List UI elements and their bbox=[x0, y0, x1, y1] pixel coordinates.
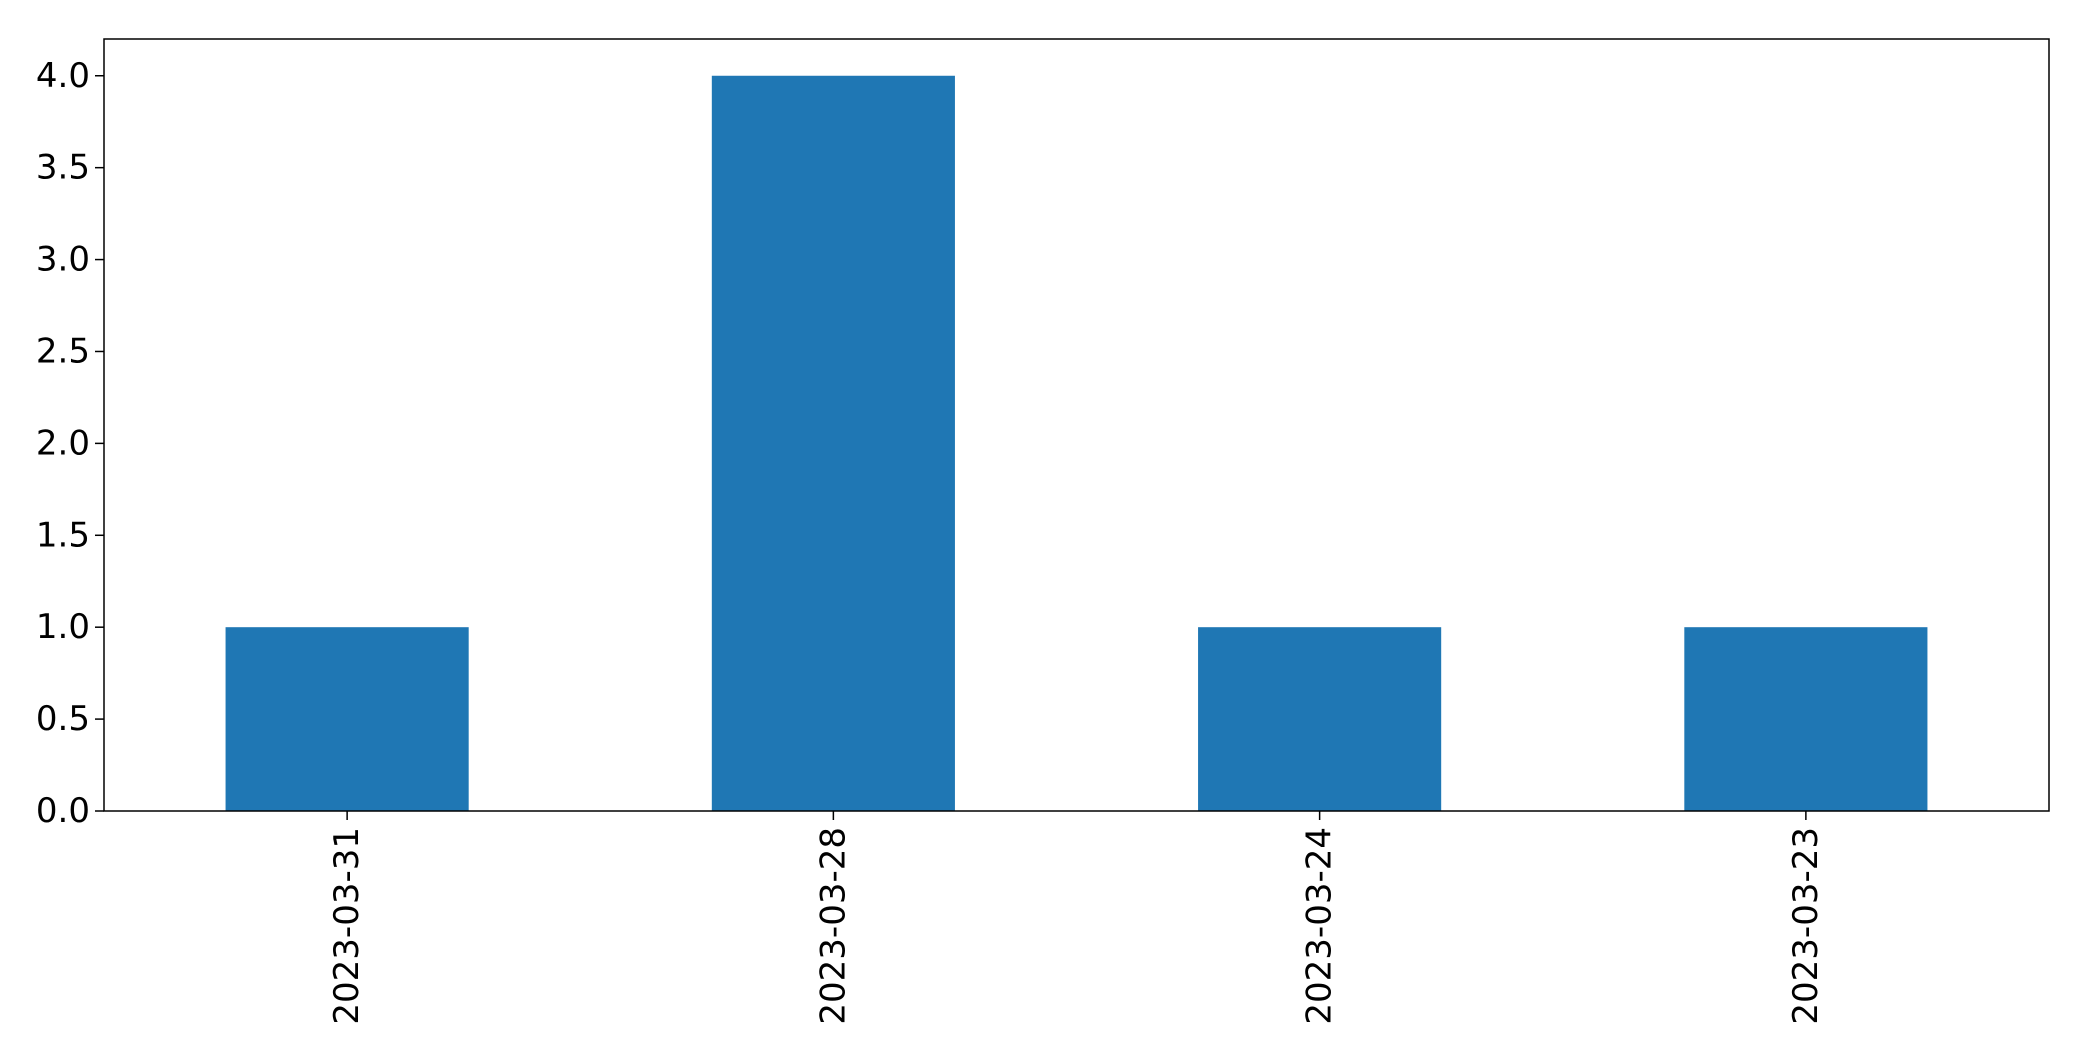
x-tick-label: 2023-03-31 bbox=[327, 827, 367, 1025]
bar-2023-03-28 bbox=[711, 75, 955, 811]
bar-2023-03-24 bbox=[1198, 627, 1442, 811]
y-tick-label: 3.5 bbox=[36, 148, 90, 188]
y-tick-label: 0.0 bbox=[36, 791, 90, 831]
y-tick-label: 1.5 bbox=[36, 515, 90, 555]
y-tick-label: 0.5 bbox=[36, 699, 90, 739]
y-tick-label: 4.0 bbox=[36, 56, 90, 96]
x-tick-label: 2023-03-28 bbox=[813, 827, 853, 1025]
y-tick-label: 1.0 bbox=[36, 607, 90, 647]
x-tick-label: 2023-03-24 bbox=[1300, 827, 1340, 1025]
y-axis: 0.0 0.5 1.0 1.5 2.0 2.5 3.0 3.5 4.0 bbox=[36, 56, 104, 831]
plot-frame bbox=[103, 38, 2050, 812]
bar-2023-03-31 bbox=[225, 627, 469, 811]
x-tick-label: 2023-03-23 bbox=[1786, 827, 1826, 1025]
bars-layer bbox=[225, 75, 1928, 811]
y-tick-label: 2.0 bbox=[36, 423, 90, 463]
y-tick-label: 2.5 bbox=[36, 331, 90, 371]
x-axis: 2023-03-31 2023-03-28 2023-03-24 2023-03-23 bbox=[327, 811, 1826, 1025]
y-tick-label: 3.0 bbox=[36, 240, 90, 280]
bar-2023-03-23 bbox=[1684, 627, 1928, 811]
